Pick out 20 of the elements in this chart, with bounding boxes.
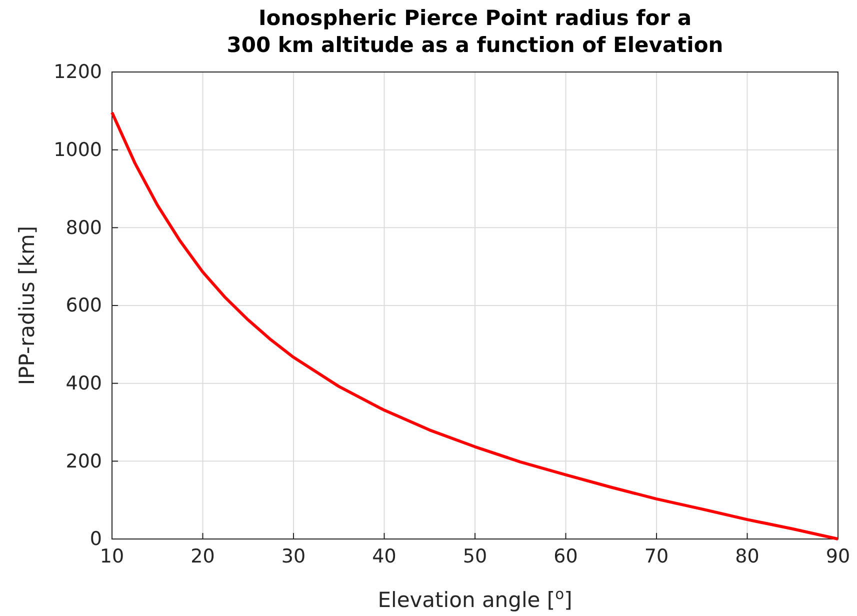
x-tick-label: 60	[554, 545, 578, 568]
line-series	[110, 110, 840, 540]
y-tick-label: 600	[66, 294, 102, 317]
x-tick-label: 90	[826, 545, 850, 568]
x-tick-label: 30	[281, 545, 306, 568]
chart-title: Ionospheric Pierce Point radius for a 300 km altitude as a function of Elevation	[226, 6, 724, 57]
x-tick-label: 40	[372, 545, 396, 568]
y-axis-title: IPP-radius [km]	[15, 226, 39, 386]
y-tick-label: 0	[90, 528, 102, 550]
y-tick-label: 1200	[54, 61, 102, 84]
x-tick-label: 20	[190, 545, 215, 568]
x-axis-title: Elevation angle [$^{o}$]	[378, 586, 572, 612]
y-tick-label: 1000	[54, 138, 102, 161]
y-tick-label: 400	[66, 372, 102, 394]
x-tick-label: 10	[100, 545, 124, 568]
x-tick-label: 70	[644, 545, 669, 568]
x-tick-label: 80	[735, 545, 760, 568]
x-tick-label: 50	[462, 545, 488, 568]
y-tick-label: 200	[66, 450, 102, 472]
y-tick-label: 800	[66, 216, 102, 239]
